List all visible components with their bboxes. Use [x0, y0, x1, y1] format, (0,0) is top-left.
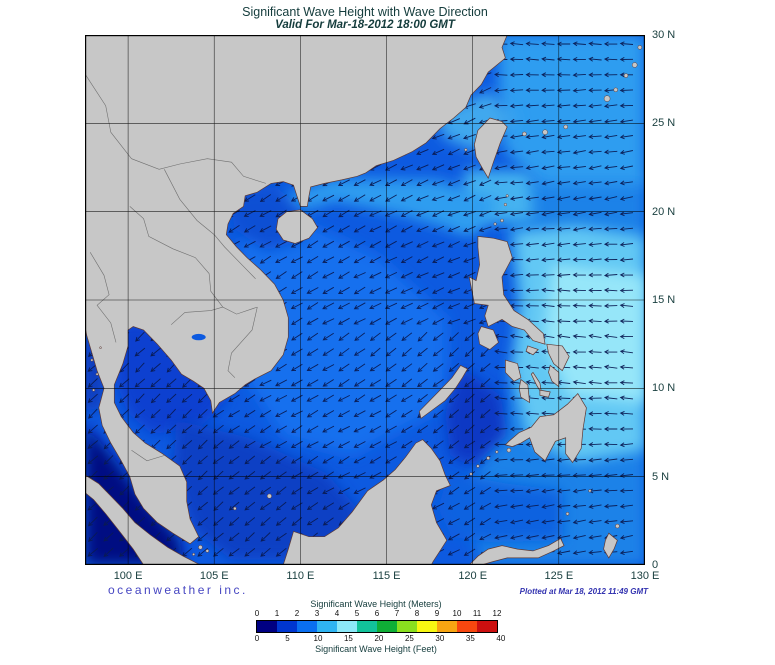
- plotted-at-text: Plotted at Mar 18, 2012 11:49 GMT: [519, 587, 648, 596]
- meters-tick: 10: [452, 609, 462, 618]
- map-frame: [85, 35, 645, 565]
- feet-tick: 25: [404, 634, 414, 643]
- colorbar-cell: [417, 621, 437, 632]
- colorbar-cell: [317, 621, 337, 632]
- meters-tick: 0: [254, 609, 260, 618]
- lon-tick-label: 130 E: [630, 570, 660, 582]
- meters-tick: 12: [492, 609, 502, 618]
- landmass-hainan: [275, 209, 319, 244]
- landmass-sulawesi: [468, 538, 565, 565]
- lat-tick-label: 0: [652, 559, 659, 571]
- landmass-panay: [505, 359, 522, 382]
- colorbar-cell: [337, 621, 357, 632]
- colorbar-cell: [397, 621, 417, 632]
- lon-tick-label: 100 E: [113, 570, 143, 582]
- feet-tick: 5: [285, 634, 290, 643]
- landmass-mindoro: [477, 326, 499, 350]
- branding-text: oceanweather inc.: [108, 583, 248, 597]
- landmass-leyte: [548, 364, 560, 388]
- meters-tick: 7: [394, 609, 400, 618]
- graticule-gridlines: [85, 35, 645, 565]
- colorbar-cell: [277, 621, 297, 632]
- meters-tick: 4: [334, 609, 340, 618]
- lat-tick-label: 25 N: [652, 117, 676, 130]
- colorbar-cell: [257, 621, 277, 632]
- feet-tick: 10: [313, 634, 323, 643]
- feet-tick: 35: [465, 634, 475, 643]
- valid-time-subtitle: Valid For Mar-18-2012 18:00 GMT: [275, 19, 455, 31]
- landmass-masbate: [525, 345, 539, 356]
- feet-tick: 30: [435, 634, 445, 643]
- lon-tick-label: 105 E: [199, 570, 229, 582]
- landmass-halmahera: [603, 532, 618, 559]
- lat-tick-label: 20 N: [652, 205, 676, 218]
- meters-tick: 3: [314, 609, 320, 618]
- lon-tick-label: 110 E: [286, 570, 315, 582]
- landmass-negros: [518, 378, 531, 404]
- lon-tick-label: 125 E: [544, 570, 574, 582]
- colorbar-cell: [457, 621, 477, 632]
- colorbar-cell: [297, 621, 317, 632]
- lat-tick-label: 5 N: [652, 470, 670, 483]
- colorbar-cell: [357, 621, 377, 632]
- feet-tick: 15: [343, 634, 353, 643]
- lon-tick-label: 120 E: [458, 570, 488, 582]
- feet-tick: 0: [254, 634, 260, 643]
- colorbar-cell: [477, 621, 497, 632]
- page-title: Significant Wave Height with Wave Direct…: [242, 5, 488, 19]
- feet-tick: 40: [496, 634, 506, 643]
- meters-tick: 9: [434, 609, 440, 618]
- landmass-samar: [546, 343, 570, 372]
- wave-map: [85, 35, 645, 565]
- lat-tick-label: 10 N: [652, 382, 676, 395]
- legend-feet-label: Significant Wave Height (Feet): [315, 644, 437, 654]
- meters-tick: 2: [294, 609, 300, 618]
- legend-feet-ticks: 0 5 10 15 20 25 30 35 40: [254, 634, 506, 644]
- legend-meters-ticks: 0 1 2 3 4 5 6 7 8 9 10 11 12: [254, 609, 502, 619]
- lake-tonle-sap: [191, 333, 206, 341]
- lat-tick-label: 30 N: [652, 29, 676, 41]
- lat-tick-label: 15 N: [652, 294, 676, 306]
- colorbar-cell: [377, 621, 397, 632]
- lon-tick-label: 115 E: [372, 570, 401, 582]
- meters-tick: 8: [414, 609, 420, 618]
- meters-tick: 6: [374, 609, 380, 618]
- meters-tick: 5: [354, 609, 360, 618]
- meters-tick: 1: [274, 609, 280, 618]
- legend-colorbar: [256, 620, 498, 633]
- colorbar-cell: [437, 621, 457, 632]
- landmass-luzon: [468, 236, 546, 345]
- landmass-bohol: [539, 389, 551, 398]
- landmass-mindanao: [504, 393, 587, 464]
- legend-meters-label: Significant Wave Height (Meters): [310, 599, 442, 609]
- landmass-borneo: [282, 439, 451, 565]
- landmass-taiwan: [474, 117, 508, 179]
- landmass-layer: [85, 35, 643, 565]
- meters-tick: 11: [472, 609, 482, 618]
- landmass-palawan: [418, 364, 468, 419]
- feet-tick: 20: [374, 634, 384, 643]
- landmass-sumatra: [85, 474, 201, 565]
